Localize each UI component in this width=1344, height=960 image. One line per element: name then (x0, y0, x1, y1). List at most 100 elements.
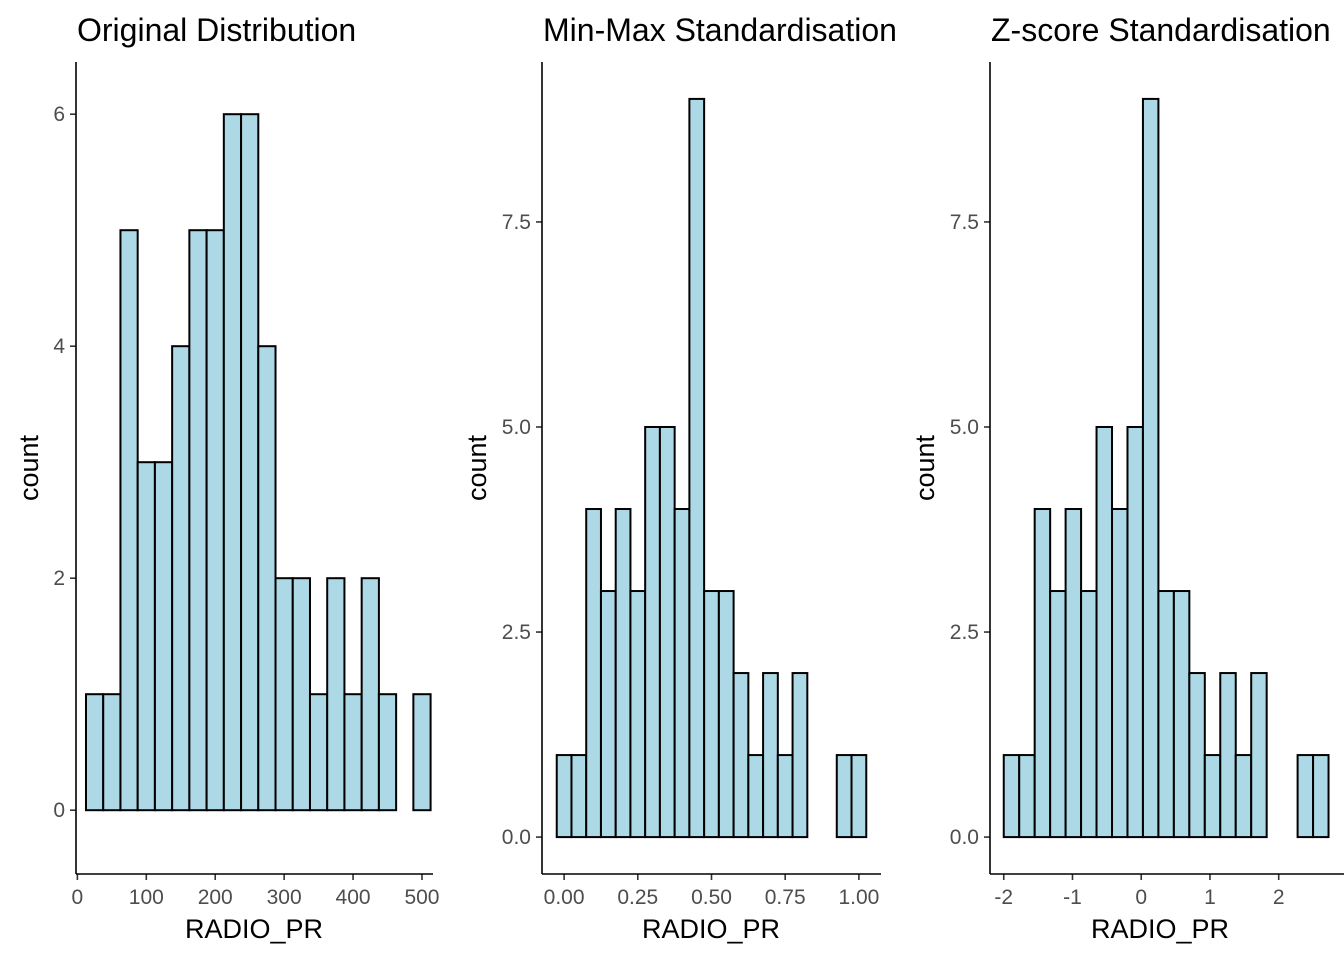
histogram-bar (1018, 754, 1036, 839)
histogram-bar (1188, 672, 1206, 839)
histogram-bar (1234, 754, 1253, 839)
panel-original: Original Distribution 0 2 4 6 0 100 200 300 400 5… (14, 12, 439, 944)
histogram-bar (102, 693, 122, 812)
x-tick-label: 400 (336, 886, 371, 909)
histogram-bar (1095, 425, 1114, 839)
histogram-bar (153, 461, 174, 812)
histogram-bar (308, 693, 329, 812)
x-tick-label: 0 (72, 886, 84, 909)
x-tick-label: 0.00 (544, 886, 585, 909)
x-tick-label: 500 (404, 886, 439, 909)
histogram-bar (673, 508, 691, 839)
y-axis-title-original: count (14, 434, 44, 501)
histogram-bar (762, 672, 779, 839)
histogram-bar (360, 577, 380, 812)
histogram-bar (1172, 590, 1191, 839)
ticks-zscore: 0.0 2.5 5.0 7.5 -2 -1 0 1 2 (950, 211, 1285, 909)
y-tick-label: 2 (53, 567, 65, 590)
y-tick-label: 7.5 (502, 211, 531, 234)
histogram-bar (1033, 508, 1052, 839)
y-tick-label: 0 (53, 799, 65, 822)
histogram-bar (136, 461, 156, 812)
histogram-bar (1111, 508, 1129, 839)
ticks-minmax: 0.0 2.5 5.0 7.5 0.00 0.25 0.50 0.75 1.00 (502, 211, 880, 909)
histogram-bar (1157, 590, 1175, 839)
histogram-bar (791, 672, 809, 839)
histogram-bar (222, 113, 243, 812)
histogram-bar (555, 754, 573, 839)
histogram-bar (570, 754, 588, 839)
histogram-bar (326, 577, 346, 812)
histogram-bar (1250, 672, 1268, 839)
y-axis-title-minmax: count (462, 434, 492, 501)
histogram-bar (1126, 425, 1144, 839)
histogram-bar (850, 754, 868, 839)
histogram-bar (240, 113, 260, 812)
x-tick-label: 0.50 (691, 886, 732, 909)
histogram-bar (1064, 508, 1083, 839)
panel-minmax: Min-Max Standardisation 0.0 2.5 5.0 7.5 0.00… (462, 12, 897, 944)
x-tick-label: 100 (129, 886, 164, 909)
y-tick-label: 6 (53, 103, 65, 126)
x-axis-title-minmax: RADIO_PR (642, 914, 780, 944)
x-axis-title-zscore: RADIO_PR (1091, 914, 1229, 944)
histogram-bar (188, 229, 208, 812)
histogram-bar (412, 693, 432, 812)
histogram-bar (171, 345, 191, 812)
x-tick-label: 200 (198, 886, 233, 909)
histogram-bar (644, 425, 661, 839)
x-tick-label: 1.00 (838, 886, 879, 909)
histogram-bar (377, 693, 398, 812)
histogram-bar (343, 693, 363, 812)
title-clip-minmax (897, 0, 990, 60)
histogram-bar (717, 590, 735, 839)
histogram-bar (84, 693, 105, 812)
histogram-bar (614, 508, 632, 839)
histogram-bar (732, 672, 750, 839)
histogram-bar (776, 754, 794, 839)
histogram-bar (599, 590, 617, 839)
y-tick-label: 4 (53, 335, 65, 358)
panel-title-minmax: Min-Max Standardisation (543, 12, 897, 48)
histogram-bar (658, 425, 676, 839)
histogram-bar (1203, 754, 1222, 839)
histogram-bar (585, 508, 602, 839)
histogram-bar (1049, 590, 1067, 839)
x-tick-label: 300 (267, 886, 302, 909)
bars-zscore (1002, 97, 1330, 839)
y-tick-label: 5.0 (502, 416, 531, 439)
histogram-bar (1141, 97, 1160, 839)
y-tick-label: 2.5 (502, 621, 531, 644)
x-tick-label: 0 (1135, 886, 1147, 909)
x-tick-label: 2 (1273, 886, 1285, 909)
histogram-bar (257, 345, 277, 812)
histogram-bar (1219, 672, 1237, 839)
histogram-bar (1296, 754, 1315, 839)
panel-title-zscore: Z-score Standardisation (991, 12, 1331, 48)
panel-zscore: Z-score Standardisation 0.0 2.5 5.0 7.5 -2 -1… (910, 12, 1344, 944)
histogram-bar (1002, 754, 1021, 839)
y-axis-title-zscore: count (910, 434, 940, 501)
y-tick-label: 0.0 (950, 826, 979, 849)
histogram-bar (688, 97, 706, 839)
histogram-bar (835, 754, 853, 839)
x-tick-label: 1 (1204, 886, 1216, 909)
x-tick-label: -1 (1063, 886, 1082, 909)
y-tick-label: 2.5 (950, 621, 979, 644)
bars-minmax (555, 97, 868, 839)
y-tick-label: 5.0 (950, 416, 979, 439)
histogram-bar (629, 590, 647, 839)
x-tick-label: 0.75 (765, 886, 806, 909)
panel-title-original: Original Distribution (77, 12, 356, 48)
histogram-bar (1312, 754, 1330, 839)
ticks-original: 0 2 4 6 0 100 200 300 400 500 (53, 103, 439, 909)
y-tick-label: 0.0 (502, 826, 531, 849)
histogram-bar (747, 754, 765, 839)
x-tick-label: -2 (994, 886, 1013, 909)
x-tick-label: 0.25 (617, 886, 658, 909)
histogram-bar (119, 229, 139, 812)
histogram-bar (274, 577, 294, 812)
histogram-bar (291, 577, 311, 812)
histogram-bar (703, 590, 720, 839)
